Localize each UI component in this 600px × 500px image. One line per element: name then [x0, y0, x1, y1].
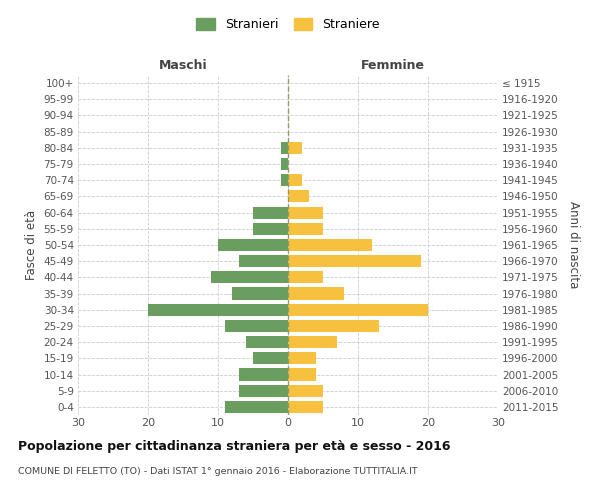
Bar — [253, 352, 288, 364]
Bar — [225, 320, 288, 332]
Y-axis label: Anni di nascita: Anni di nascita — [567, 202, 580, 288]
Bar — [288, 222, 323, 235]
Bar — [239, 255, 288, 268]
Text: Popolazione per cittadinanza straniera per età e sesso - 2016: Popolazione per cittadinanza straniera p… — [18, 440, 451, 453]
Bar — [148, 304, 288, 316]
Bar — [288, 401, 323, 413]
Bar — [288, 272, 323, 283]
Text: COMUNE DI FELETTO (TO) - Dati ISTAT 1° gennaio 2016 - Elaborazione TUTTITALIA.IT: COMUNE DI FELETTO (TO) - Dati ISTAT 1° g… — [18, 468, 418, 476]
Bar — [239, 384, 288, 397]
Bar — [288, 288, 344, 300]
Bar — [211, 272, 288, 283]
Bar — [288, 320, 379, 332]
Bar — [288, 174, 302, 186]
Bar — [246, 336, 288, 348]
Bar — [288, 368, 316, 380]
Bar — [288, 142, 302, 154]
Bar — [225, 401, 288, 413]
Bar — [288, 304, 428, 316]
Bar — [288, 352, 316, 364]
Bar — [281, 142, 288, 154]
Bar — [253, 206, 288, 218]
Bar — [288, 206, 323, 218]
Bar — [288, 336, 337, 348]
Legend: Stranieri, Straniere: Stranieri, Straniere — [193, 14, 383, 34]
Bar — [288, 190, 309, 202]
Bar — [239, 368, 288, 380]
Bar — [288, 255, 421, 268]
Text: Maschi: Maschi — [158, 59, 208, 72]
Bar — [281, 158, 288, 170]
Bar — [288, 239, 372, 251]
Bar — [232, 288, 288, 300]
Bar — [281, 174, 288, 186]
Y-axis label: Fasce di età: Fasce di età — [25, 210, 38, 280]
Bar — [288, 384, 323, 397]
Text: Femmine: Femmine — [361, 59, 425, 72]
Bar — [218, 239, 288, 251]
Bar — [253, 222, 288, 235]
